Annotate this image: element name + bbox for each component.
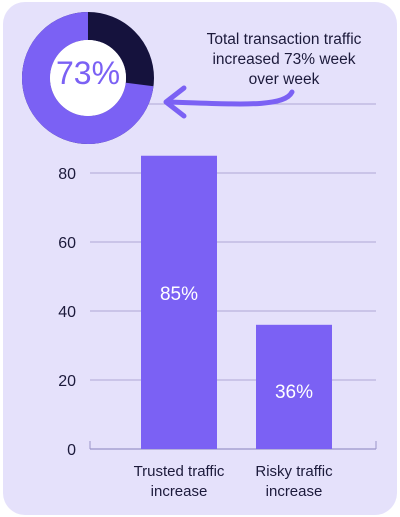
bar-data-label: 85% [160,284,198,305]
category-label: increase [151,483,208,500]
category-label: increase [266,483,323,500]
donut-value-arc [22,12,154,144]
curved-arrow-icon [163,85,295,119]
labels: 0 20 40 60 80 85% Trusted traffic increase 36% Ri… [58,166,333,500]
y-tick-label: 20 [58,373,76,390]
callout-line-2: increased 73% week [212,51,356,68]
callout-line-1: Total transaction traffic [206,31,362,48]
category-label: Risky traffic [255,463,333,480]
donut-center [50,40,126,116]
arrow-shaft [165,89,295,107]
donut-percent-label: 73% [55,55,121,91]
arrow-head [163,85,187,119]
bar-data-label: 36% [275,382,313,403]
y-tick-label: 60 [58,235,76,252]
bar [141,155,217,449]
grid-lines [89,103,377,450]
donut-chart [22,12,154,144]
callout-text: Total transaction traffic increased 73% … [186,30,382,90]
y-tick-label: 80 [58,166,76,183]
category-label: Trusted traffic [134,463,225,480]
y-tick-label: 40 [58,304,76,321]
bars [141,155,332,449]
y-tick-label: 0 [67,442,76,459]
callout-line-3: over week [248,71,320,88]
bar [256,324,332,449]
